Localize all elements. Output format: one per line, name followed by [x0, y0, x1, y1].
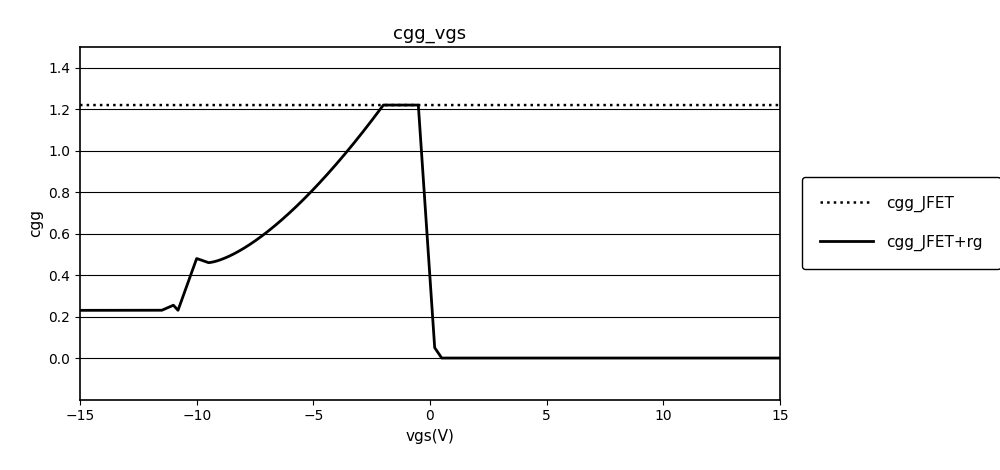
cgg_JFET+rg — [377, 102, 389, 108]
cgg_JFET — [341, 102, 353, 108]
cgg_JFET — [774, 102, 786, 108]
cgg_JFET — [494, 102, 506, 108]
cgg_JFET+rg — [341, 148, 353, 154]
Legend: cgg_JFET, cgg_JFET+rg: cgg_JFET, cgg_JFET+rg — [802, 177, 1000, 269]
Title: cgg_vgs: cgg_vgs — [393, 25, 467, 43]
X-axis label: vgs(V): vgs(V) — [406, 429, 454, 444]
cgg_JFET+rg — [74, 307, 86, 313]
cgg_JFET+rg — [597, 355, 609, 361]
cgg_JFET — [201, 102, 213, 108]
Y-axis label: cgg: cgg — [28, 209, 43, 237]
cgg_JFET+rg — [436, 355, 448, 361]
cgg_JFET — [529, 102, 541, 108]
cgg_JFET+rg — [774, 355, 786, 361]
cgg_JFET+rg — [530, 355, 542, 361]
cgg_JFET — [650, 102, 662, 108]
cgg_JFET+rg — [650, 355, 662, 361]
Line: cgg_JFET+rg: cgg_JFET+rg — [80, 105, 780, 358]
cgg_JFET+rg — [494, 355, 506, 361]
cgg_JFET — [74, 102, 86, 108]
cgg_JFET+rg — [201, 259, 213, 265]
cgg_JFET — [596, 102, 608, 108]
